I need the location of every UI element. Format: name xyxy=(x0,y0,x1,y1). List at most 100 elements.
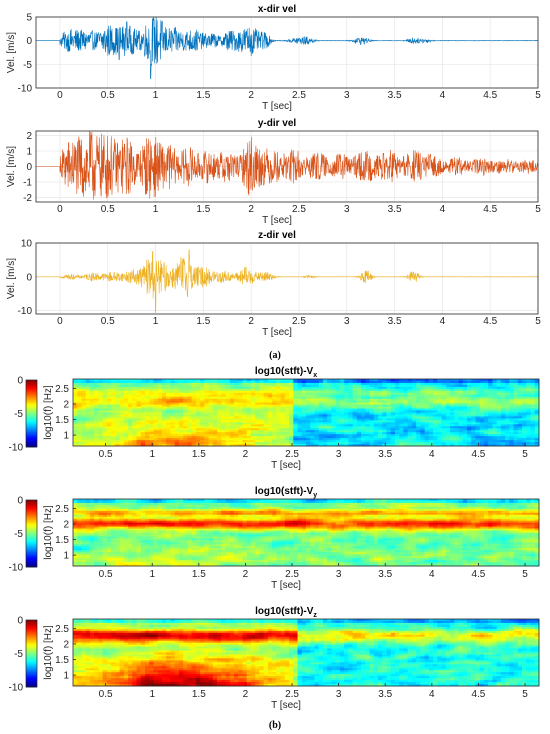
heat-cell xyxy=(123,379,129,382)
heat-cell xyxy=(106,420,112,423)
heat-cell xyxy=(161,512,167,516)
heat-cell xyxy=(322,408,328,411)
heat-cell xyxy=(140,510,146,514)
heat-cell xyxy=(225,406,231,409)
heat-cell xyxy=(517,402,523,406)
heat-cell xyxy=(208,436,214,439)
heat-cell xyxy=(361,510,366,514)
heat-cell xyxy=(267,382,273,386)
heat-cell xyxy=(187,506,193,510)
heat-cell xyxy=(361,502,366,506)
x-tick-label: 5 xyxy=(535,204,541,215)
heat-cell xyxy=(77,430,82,433)
heat-cell xyxy=(352,400,358,404)
heat-cell xyxy=(424,420,430,423)
heat-cell xyxy=(378,390,383,394)
heat-cell xyxy=(339,396,345,400)
heat-cell xyxy=(166,436,171,439)
heat-cell xyxy=(276,500,281,504)
heat-cell xyxy=(530,422,536,425)
heat-cell xyxy=(492,402,498,406)
heat-cell xyxy=(534,432,540,435)
heat-cell xyxy=(238,384,243,388)
heat-cell xyxy=(496,438,502,441)
heat-cell xyxy=(233,412,239,415)
heat-cell xyxy=(433,500,438,504)
heat-cell xyxy=(348,388,353,392)
heat-cell xyxy=(85,386,91,390)
heat-cell xyxy=(233,504,239,508)
heat-cell xyxy=(344,444,349,447)
heat-cell xyxy=(458,406,464,409)
heat-cell xyxy=(183,386,188,390)
heat-cell xyxy=(217,502,222,506)
heat-cell xyxy=(475,412,481,415)
heat-cell xyxy=(310,390,315,394)
heat-cell xyxy=(424,384,430,388)
heat-cell xyxy=(361,514,366,518)
x-tick-label: 0.5 xyxy=(99,449,113,460)
heat-cell xyxy=(123,436,129,439)
heat-cell xyxy=(250,388,256,392)
heat-cell xyxy=(132,430,137,433)
heat-cell xyxy=(233,508,239,512)
heat-cell xyxy=(339,506,345,510)
heat-cell xyxy=(267,394,273,398)
heat-cell xyxy=(462,379,468,382)
heat-cell xyxy=(331,404,337,407)
heat-cell xyxy=(102,414,108,417)
colorbar-cell xyxy=(26,430,37,433)
heat-cell xyxy=(513,410,519,413)
heat-cell xyxy=(191,438,197,441)
heat-cell xyxy=(98,388,104,392)
heat-cell xyxy=(331,400,337,404)
x-tick-label: 1.5 xyxy=(196,90,210,101)
heat-cell xyxy=(373,502,379,506)
heat-cell xyxy=(242,424,248,427)
heat-cell xyxy=(356,394,362,398)
heat-cell xyxy=(238,416,243,419)
heat-cell xyxy=(403,414,409,417)
heat-cell xyxy=(352,386,358,390)
heat-cell xyxy=(289,428,294,431)
heat-cell xyxy=(306,499,311,502)
heat-cell xyxy=(450,428,455,431)
heat-cell xyxy=(183,380,188,384)
heat-cell xyxy=(123,396,129,400)
heat-cell xyxy=(475,502,481,506)
heat-cell xyxy=(221,508,226,512)
heat-cell xyxy=(399,436,404,439)
heat-cell xyxy=(225,398,231,402)
heat-cell xyxy=(183,500,188,504)
heat-cell xyxy=(212,380,218,384)
heat-cell xyxy=(335,416,341,419)
heat-cell xyxy=(174,424,180,427)
heat-cell xyxy=(458,506,464,510)
heat-cell xyxy=(77,382,82,386)
heat-cell xyxy=(255,390,260,394)
heat-cell xyxy=(344,400,349,404)
heat-cell xyxy=(221,514,226,518)
heat-cell xyxy=(505,380,510,384)
heat-cell xyxy=(378,512,383,516)
heat-cell xyxy=(89,432,95,435)
heat-cell xyxy=(445,398,451,402)
heat-cell xyxy=(454,502,459,506)
heat-cell xyxy=(153,416,159,419)
heat-cell xyxy=(178,514,184,518)
heat-cell xyxy=(526,438,531,441)
heat-cell xyxy=(200,408,205,411)
heat-cell xyxy=(98,402,104,406)
heat-cell xyxy=(123,414,129,417)
heat-cell xyxy=(505,442,510,445)
heat-cell xyxy=(204,400,209,404)
heat-cell xyxy=(280,406,286,409)
heat-cell xyxy=(170,400,176,404)
heat-cell xyxy=(458,444,464,447)
heat-cell xyxy=(394,384,400,388)
heat-cell xyxy=(276,392,281,396)
heat-cell xyxy=(517,382,523,386)
x-axis-label: T [sec] xyxy=(271,460,301,471)
heat-cell xyxy=(433,424,438,427)
heat-cell xyxy=(344,510,349,514)
